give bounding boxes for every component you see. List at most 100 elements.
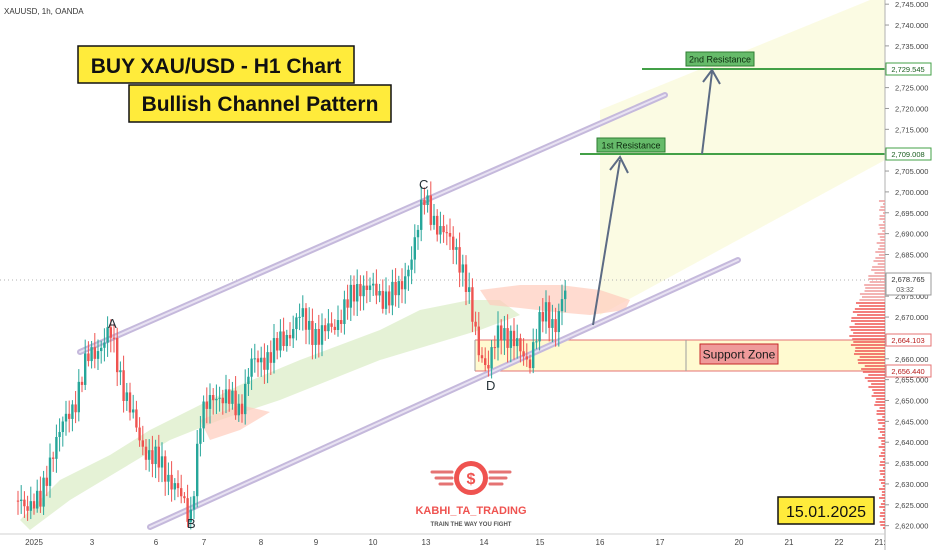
time-tick-label: 13 [422, 538, 431, 547]
volume-profile-bar [879, 488, 885, 490]
candle-body [221, 397, 224, 404]
volume-profile-bar [879, 431, 885, 433]
candle-body [429, 195, 432, 225]
candle-body [413, 237, 416, 260]
price-tick-label: 2,705.000 [895, 167, 928, 176]
price-tick-label: 2,630.000 [895, 480, 928, 489]
candle-body [388, 291, 391, 306]
volume-profile-bar [864, 290, 885, 292]
volume-profile-bar [879, 515, 885, 517]
support-zone-label[interactable]: Support Zone [703, 348, 776, 362]
volume-profile-bar [867, 380, 885, 382]
candle-body [471, 287, 474, 322]
candle-body [208, 395, 212, 409]
time-tick-label: 2025 [25, 538, 43, 547]
candle-body [560, 299, 564, 312]
volume-profile-bar [852, 311, 885, 313]
time-tick-label: 21: [874, 538, 885, 547]
volume-profile [849, 200, 885, 529]
title-2-bg [128, 84, 392, 123]
volume-profile-bar [864, 284, 885, 286]
candle-body [464, 264, 468, 292]
title-1-bg [77, 45, 355, 84]
candle-body [23, 499, 26, 507]
price-tick-label: 2,650.000 [895, 397, 928, 406]
candle-body [480, 355, 484, 359]
candle-body [557, 311, 560, 333]
candle-body [48, 457, 52, 486]
volume-profile-bar [880, 239, 885, 241]
candle-body [224, 389, 228, 404]
price-tick-label: 2,735.000 [895, 42, 928, 51]
candle-body [215, 398, 218, 401]
volume-profile-bar [877, 233, 885, 235]
candle-body [490, 347, 493, 369]
volume-profile-bar [878, 254, 885, 256]
candle-body [68, 413, 71, 419]
candle-body [151, 450, 154, 465]
candle-body [455, 247, 458, 250]
resistance-2-label[interactable]: 2nd Resistance [689, 55, 751, 65]
volume-profile-bar [880, 206, 885, 208]
date-badge: 15.01.2025 [786, 504, 866, 521]
volume-profile-bar [878, 422, 885, 424]
volume-profile-bar [882, 425, 885, 427]
price-tick-label: 2,720.000 [895, 104, 928, 113]
time-tick-label: 10 [369, 538, 378, 547]
candle-body [122, 370, 125, 401]
price-tick-label: 2,640.000 [895, 438, 928, 447]
volume-profile-bar [876, 413, 885, 415]
volume-profile-bar [880, 452, 885, 454]
candle-body [138, 427, 141, 441]
volume-profile-bar [883, 203, 885, 205]
volume-profile-bar [854, 350, 885, 352]
time-tick-label: 8 [259, 538, 264, 547]
candle-body [400, 281, 404, 290]
candle-body [39, 490, 42, 507]
candle-body [519, 338, 522, 352]
candle-body [458, 247, 461, 273]
volume-profile-bar [859, 305, 885, 307]
candle-body [365, 285, 368, 290]
candle-body [500, 325, 503, 341]
candle-body [55, 436, 58, 459]
volume-profile-bar [849, 335, 885, 337]
candle-body [391, 281, 394, 306]
price-tag-current-bg [885, 272, 932, 296]
candle-body [74, 404, 77, 413]
volume-profile-bar [859, 299, 885, 301]
candle-body [525, 356, 528, 360]
candle-body [144, 446, 148, 460]
volume-profile-bar [854, 323, 885, 325]
candle-body [96, 351, 100, 359]
volume-profile-bar [874, 404, 885, 406]
price-tick-label: 2,700.000 [895, 188, 928, 197]
volume-profile-bar [881, 491, 885, 493]
price-tick-label: 2,635.000 [895, 459, 928, 468]
resistance-1-label[interactable]: 1st Resistance [601, 141, 660, 151]
volume-profile-bar [883, 467, 885, 469]
price-tick-label: 2,690.000 [895, 230, 928, 239]
volume-profile-bar [880, 482, 885, 484]
price-tick-label: 2,645.000 [895, 417, 928, 426]
volume-profile-bar [868, 275, 885, 277]
candle-body [260, 357, 263, 363]
candle-body [154, 446, 157, 465]
volume-profile-bar [881, 494, 885, 496]
volume-profile-bar [881, 443, 885, 445]
volume-profile-bar [880, 473, 885, 475]
volume-profile-bar [879, 209, 885, 211]
price-tick-label: 2,670.000 [895, 313, 928, 322]
candle-body [336, 320, 340, 330]
candle-body [541, 312, 544, 322]
volume-profile-bar [879, 218, 885, 220]
time-tick-label: 21 [785, 538, 794, 547]
candle-body [442, 226, 445, 233]
candle-body [474, 321, 477, 327]
volume-profile-bar [852, 338, 885, 340]
candle-body [199, 428, 202, 444]
time-tick-label: 15 [536, 538, 545, 547]
volume-profile-bar [880, 512, 885, 514]
candle-body [538, 312, 541, 342]
